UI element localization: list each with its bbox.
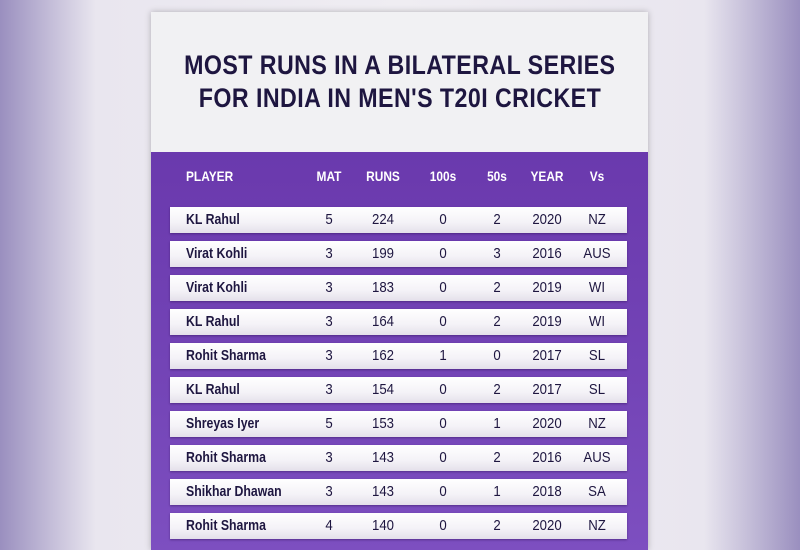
cell-runs: 183 bbox=[371, 279, 395, 296]
column-header-fifties: 50s bbox=[487, 168, 507, 184]
cell-fifties: 1 bbox=[493, 415, 501, 432]
cell-mat: 3 bbox=[325, 483, 333, 500]
cell-runs: 162 bbox=[371, 347, 395, 364]
cell-hundreds: 0 bbox=[439, 449, 447, 466]
cell-vs: WI bbox=[588, 313, 606, 330]
column-header-vs: Vs bbox=[589, 168, 605, 184]
column-header-runs: RUNS bbox=[366, 168, 400, 184]
cell-fifties: 2 bbox=[493, 313, 501, 330]
runs-table: PLAYER MAT RUNS 100s 50s YEAR Vs KL Rahul 5 224 0… bbox=[151, 152, 648, 550]
cell-year: 2017 bbox=[532, 347, 562, 364]
cell-runs: 224 bbox=[371, 211, 395, 228]
cell-hundreds: 0 bbox=[439, 211, 447, 228]
table-row: Shikhar Dhawan 3 143 0 1 2018 SA bbox=[170, 479, 627, 505]
cell-year: 2020 bbox=[532, 517, 562, 534]
stats-card: MOST RUNS IN A BILATERAL SERIES FOR INDI… bbox=[151, 12, 648, 550]
cell-mat: 5 bbox=[325, 415, 333, 432]
cell-vs: NZ bbox=[588, 415, 606, 432]
table-header-row: PLAYER MAT RUNS 100s 50s YEAR Vs bbox=[151, 168, 648, 188]
table-row: KL Rahul 3 154 0 2 2017 SL bbox=[170, 377, 627, 403]
cell-hundreds: 1 bbox=[439, 347, 447, 364]
title-line-1: MOST RUNS IN A BILATERAL SERIES bbox=[183, 50, 616, 80]
cell-player: Rohit Sharma bbox=[186, 449, 266, 466]
cell-hundreds: 0 bbox=[439, 517, 447, 534]
cell-year: 2016 bbox=[532, 245, 562, 262]
cell-runs: 154 bbox=[371, 381, 395, 398]
table-row: KL Rahul 5 224 0 2 2020 NZ bbox=[170, 207, 627, 233]
cell-fifties: 1 bbox=[493, 483, 501, 500]
cell-vs: NZ bbox=[588, 517, 606, 534]
cell-year: 2016 bbox=[532, 449, 562, 466]
column-header-mat: MAT bbox=[316, 168, 342, 184]
column-header-player: PLAYER bbox=[186, 168, 234, 184]
cell-player: Shreyas Iyer bbox=[186, 415, 260, 432]
title-banner: MOST RUNS IN A BILATERAL SERIES FOR INDI… bbox=[151, 12, 648, 152]
cell-vs: SL bbox=[588, 381, 606, 398]
column-header-year: YEAR bbox=[530, 168, 564, 184]
cell-hundreds: 0 bbox=[439, 483, 447, 500]
cell-vs: AUS bbox=[583, 449, 611, 466]
cell-year: 2018 bbox=[532, 483, 562, 500]
cell-hundreds: 0 bbox=[439, 415, 447, 432]
cell-runs: 199 bbox=[371, 245, 395, 262]
cell-fifties: 3 bbox=[493, 245, 501, 262]
table-row: Shreyas Iyer 5 153 0 1 2020 NZ bbox=[170, 411, 627, 437]
cell-player: KL Rahul bbox=[186, 211, 240, 228]
cell-year: 2020 bbox=[532, 211, 562, 228]
cell-mat: 3 bbox=[325, 279, 333, 296]
table-row: Rohit Sharma 4 140 0 2 2020 NZ bbox=[170, 513, 627, 539]
table-row: KL Rahul 3 164 0 2 2019 WI bbox=[170, 309, 627, 335]
table-row: Rohit Sharma 3 143 0 2 2016 AUS bbox=[170, 445, 627, 471]
cell-year: 2017 bbox=[532, 381, 562, 398]
cell-runs: 140 bbox=[371, 517, 395, 534]
cell-fifties: 2 bbox=[493, 279, 501, 296]
cell-vs: NZ bbox=[588, 211, 606, 228]
cell-runs: 153 bbox=[371, 415, 395, 432]
cell-player: Rohit Sharma bbox=[186, 347, 266, 364]
cell-runs: 143 bbox=[371, 483, 395, 500]
cell-year: 2020 bbox=[532, 415, 562, 432]
cell-runs: 143 bbox=[371, 449, 395, 466]
cell-hundreds: 0 bbox=[439, 245, 447, 262]
cell-fifties: 0 bbox=[493, 347, 501, 364]
cell-mat: 3 bbox=[325, 381, 333, 398]
cell-player: Rohit Sharma bbox=[186, 517, 266, 534]
cell-mat: 3 bbox=[325, 347, 333, 364]
column-header-hundreds: 100s bbox=[429, 168, 457, 184]
table-row: Virat Kohli 3 199 0 3 2016 AUS bbox=[170, 241, 627, 267]
title-line-2: FOR INDIA IN MEN'S T20I CRICKET bbox=[198, 83, 601, 113]
cell-mat: 3 bbox=[325, 449, 333, 466]
cell-mat: 4 bbox=[325, 517, 333, 534]
cell-mat: 3 bbox=[325, 313, 333, 330]
cell-player: Shikhar Dhawan bbox=[186, 483, 282, 500]
cell-year: 2019 bbox=[532, 313, 562, 330]
cell-vs: AUS bbox=[583, 245, 611, 262]
cell-player: KL Rahul bbox=[186, 313, 240, 330]
cell-player: Virat Kohli bbox=[186, 245, 248, 262]
cell-fifties: 2 bbox=[493, 381, 501, 398]
cell-vs: WI bbox=[588, 279, 606, 296]
table-row: Rohit Sharma 3 162 1 0 2017 SL bbox=[170, 343, 627, 369]
table-row: Virat Kohli 3 183 0 2 2019 WI bbox=[170, 275, 627, 301]
cell-vs: SA bbox=[588, 483, 606, 500]
cell-fifties: 2 bbox=[493, 517, 501, 534]
cell-mat: 5 bbox=[325, 211, 333, 228]
cell-runs: 164 bbox=[371, 313, 395, 330]
cell-hundreds: 0 bbox=[439, 313, 447, 330]
cell-hundreds: 0 bbox=[439, 381, 447, 398]
cell-mat: 3 bbox=[325, 245, 333, 262]
cell-fifties: 2 bbox=[493, 449, 501, 466]
cell-vs: SL bbox=[588, 347, 606, 364]
cell-player: Virat Kohli bbox=[186, 279, 248, 296]
cell-year: 2019 bbox=[532, 279, 562, 296]
cell-player: KL Rahul bbox=[186, 381, 240, 398]
cell-fifties: 2 bbox=[493, 211, 501, 228]
cell-hundreds: 0 bbox=[439, 279, 447, 296]
